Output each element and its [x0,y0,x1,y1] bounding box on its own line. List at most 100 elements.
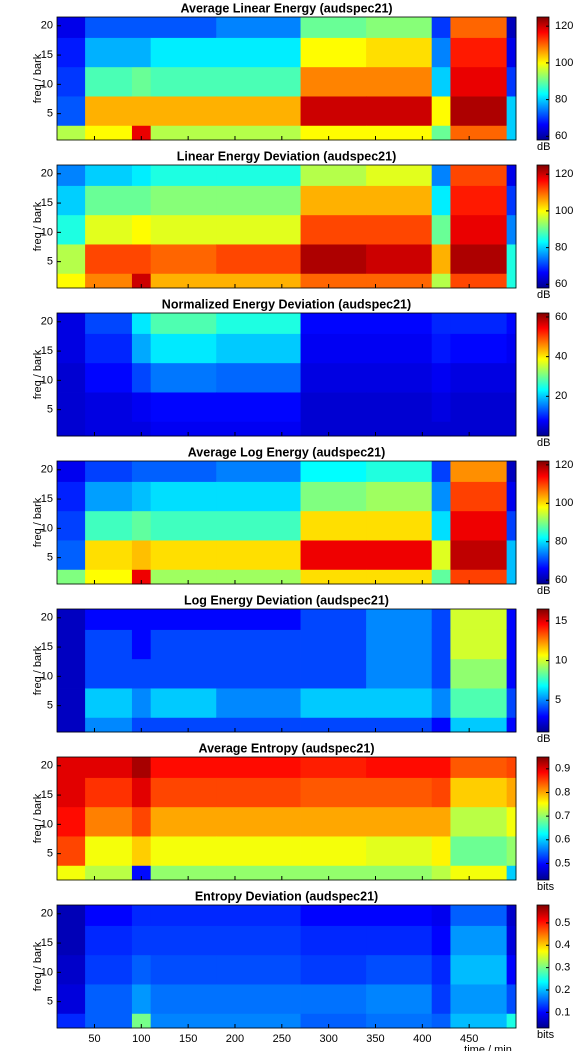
y-axis-label: freq / bark [32,497,44,547]
heat-cell [506,185,517,216]
heat-cell [57,244,86,274]
heat-cell [431,125,451,141]
heat-cell [431,273,451,289]
heat-cell [506,17,517,38]
heat-cell [57,165,86,186]
heat-cell [131,244,152,274]
colorbar-label: dB [537,289,550,301]
heat-cell [450,125,508,141]
heat-cell [216,313,301,334]
heat-cell [85,165,133,186]
heat-cell [150,165,217,186]
colorbar-tick-label: 60 [555,311,567,323]
heat-cell [57,540,86,570]
colorbar-tick-label: 40 [555,351,567,363]
heat-cell [85,214,133,245]
heat-cell [150,540,217,570]
heat-cell [131,125,152,141]
heat-cell [300,214,367,245]
heat-cell [366,954,433,985]
heat-cell [150,392,217,422]
colorbar-tick-label: 0.4 [555,939,570,951]
heat-cell [450,540,508,570]
heat-cell [506,540,517,570]
heat-cell [300,244,367,274]
heat-cell [450,806,508,837]
heat-cell [366,806,433,837]
heat-cell [506,421,517,437]
heat-cell [216,609,301,630]
heat-cell [57,925,86,956]
heat-cell [431,66,451,97]
heat-cell [431,165,451,186]
heat-cell [216,244,301,274]
heat-cell [431,333,451,364]
heat-cell [366,362,433,393]
heat-cell [57,905,86,926]
y-tick-label: 15 [41,493,53,505]
heat-cell [150,1013,217,1029]
heat-cell [366,717,433,733]
heat-cell [216,273,301,289]
heat-cell [85,569,133,585]
heat-cell [431,17,451,38]
x-tick-label: 100 [132,1033,150,1045]
colorbar-tick-label: 0.3 [555,962,570,974]
x-tick-label: 250 [273,1033,291,1045]
heat-cell [450,185,508,216]
heat-cell [150,717,217,733]
heat-cell [431,185,451,216]
heat-cell [506,244,517,274]
heat-cell [131,540,152,570]
heat-cell [506,37,517,68]
heat-cell [506,96,517,126]
heat-cell [85,609,133,630]
y-axis-label: freq / bark [32,793,44,843]
heat-cell [450,925,508,956]
heat-cell [57,569,86,585]
heat-cell [506,392,517,422]
heat-cell [85,1013,133,1029]
heat-cell [131,905,152,926]
heat-cell [431,806,451,837]
heat-cell [506,609,517,630]
heat-cell [216,125,301,141]
heat-cell [450,17,508,38]
heat-cell [150,569,217,585]
heat-cell [366,125,433,141]
heat-cell [216,1013,301,1029]
heat-cell [366,165,433,186]
heat-cell [366,865,433,881]
heat-cell [216,777,301,808]
heat-cell [57,17,86,38]
heat-cell [57,37,86,68]
colorbar-tick-label: 20 [555,390,567,402]
x-tick-label: 400 [413,1033,431,1045]
heat-cell [450,717,508,733]
heat-cell [300,17,367,38]
heat-cell [150,66,217,97]
heat-cell [431,865,451,881]
heat-cell [431,629,451,660]
plot-frame [56,904,517,1029]
panel-title: Normalized Energy Deviation (audspec21) [162,297,411,311]
colorbar-label: dB [537,141,550,153]
heat-cell [85,658,133,689]
heat-cell [150,244,217,274]
colorbar-tick-label: 0.8 [555,786,570,798]
heat-cell [85,806,133,837]
heat-cell [450,688,508,718]
heat-cell [131,214,152,245]
colorbar-tick-label: 60 [555,130,567,142]
heat-cell [57,1013,86,1029]
heat-cell [431,461,451,482]
heat-cell [131,757,152,778]
heat-cell [85,185,133,216]
heat-cell [431,777,451,808]
heat-cell [131,688,152,718]
heat-cell [85,925,133,956]
heat-cell [300,125,367,141]
y-tick-label: 10 [41,818,53,830]
heat-cell [131,421,152,437]
heat-cell [131,569,152,585]
